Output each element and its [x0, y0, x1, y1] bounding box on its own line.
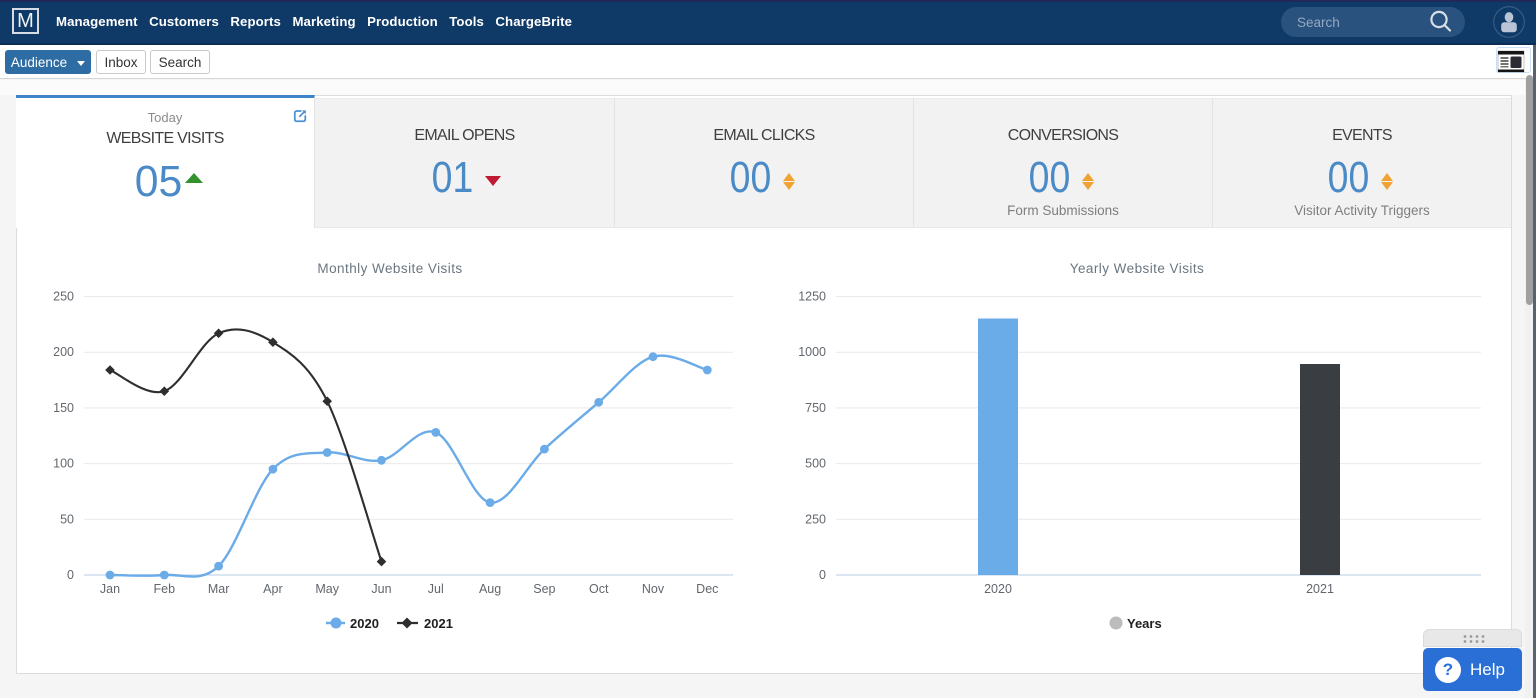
svg-text:1250: 1250 — [798, 290, 826, 304]
svg-text:750: 750 — [805, 401, 826, 415]
svg-text:250: 250 — [53, 290, 74, 304]
svg-text:Yearly Website Visits: Yearly Website Visits — [1070, 261, 1205, 276]
svg-text:100: 100 — [53, 457, 74, 471]
svg-text:Jul: Jul — [428, 582, 444, 596]
svg-text:Jan: Jan — [100, 582, 120, 596]
svg-text:Aug: Aug — [479, 582, 501, 596]
svg-text:250: 250 — [805, 512, 826, 526]
svg-text:Dec: Dec — [696, 582, 718, 596]
svg-text:Oct: Oct — [589, 582, 609, 596]
svg-text:Sep: Sep — [533, 582, 555, 596]
svg-text:1000: 1000 — [798, 345, 826, 359]
svg-text:2020: 2020 — [984, 582, 1012, 596]
svg-text:2020: 2020 — [350, 616, 379, 631]
svg-text:2021: 2021 — [1306, 582, 1334, 596]
svg-text:2021: 2021 — [424, 616, 453, 631]
svg-text:500: 500 — [805, 457, 826, 471]
svg-text:200: 200 — [53, 345, 74, 359]
svg-text:Years: Years — [1127, 616, 1162, 631]
svg-text:May: May — [315, 582, 339, 596]
svg-text:150: 150 — [53, 401, 74, 415]
svg-text:Mar: Mar — [208, 582, 230, 596]
svg-text:0: 0 — [819, 568, 826, 582]
svg-text:Feb: Feb — [154, 582, 176, 596]
svg-text:Apr: Apr — [263, 582, 282, 596]
svg-text:Jun: Jun — [371, 582, 391, 596]
svg-text:Monthly Website Visits: Monthly Website Visits — [317, 261, 462, 276]
svg-text:Nov: Nov — [642, 582, 665, 596]
svg-text:50: 50 — [60, 512, 74, 526]
svg-text:0: 0 — [67, 568, 74, 582]
